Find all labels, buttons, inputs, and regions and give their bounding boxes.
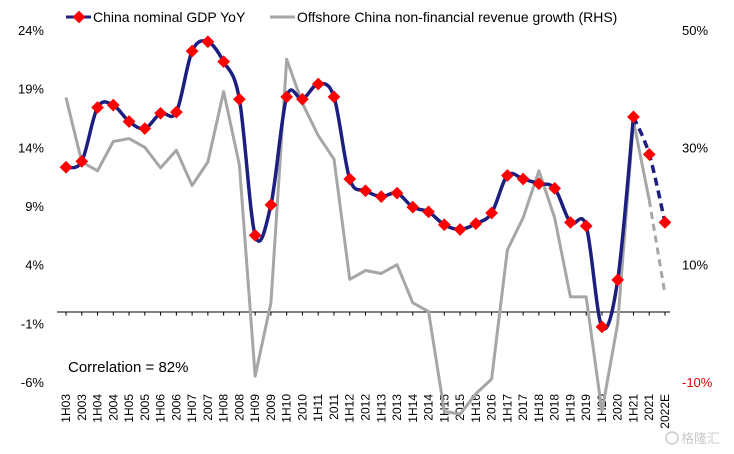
legend-gdp-marker: [72, 10, 86, 24]
gdp-point: [422, 205, 435, 219]
left-tick-label: 9%: [25, 199, 44, 214]
right-tick-label: 50%: [682, 23, 708, 38]
gdp-point: [138, 122, 152, 135]
gdp-point: [627, 110, 640, 124]
left-tick-label: -1%: [21, 316, 45, 331]
left-tick-label: 24%: [18, 23, 44, 38]
gdp-point: [658, 216, 672, 229]
x-tick-label: 2019: [579, 394, 593, 421]
x-tick-label: 1H03: [59, 394, 73, 423]
series-gdp: [59, 35, 672, 334]
left-axis-ticks: 24% 19% 14% 9% 4% -1% -6%: [18, 23, 44, 390]
watermark-logo: 格隆汇: [665, 431, 720, 446]
left-tick-label: 14%: [18, 140, 44, 155]
gdp-point: [437, 218, 451, 232]
gdp-point: [327, 90, 341, 104]
right-axis-ticks: 50% 30% 10% -10%: [682, 23, 713, 390]
x-tick-label: 2012: [359, 394, 373, 421]
x-tick-label: 2009: [264, 394, 278, 421]
gdp-point: [169, 105, 183, 119]
x-tick-label: 1H10: [280, 394, 294, 423]
gdp-point: [595, 320, 609, 334]
gdp-point: [501, 169, 514, 182]
x-tick-label: 1H06: [154, 394, 168, 423]
gdp-point: [217, 55, 230, 69]
offshore-line: [64, 57, 651, 416]
gdp-point: [59, 160, 73, 174]
x-tick-label: 2007: [201, 394, 215, 421]
left-tick-label: -6%: [21, 375, 45, 390]
x-tick-label: 2022E: [658, 394, 672, 429]
x-tick-label: 1H08: [217, 394, 231, 423]
x-tick-label: 2018: [548, 394, 562, 421]
gdp-point: [264, 198, 278, 212]
gdp-point: [185, 44, 199, 58]
legend: China nominal GDP YoY Offshore China non…: [66, 9, 617, 25]
x-tick-label: 1H04: [91, 394, 105, 423]
x-tick-label: 2003: [75, 394, 89, 421]
gdp-point: [516, 172, 530, 186]
x-tick-label: 1H18: [532, 394, 546, 423]
gdp-point: [311, 77, 325, 91]
left-tick-label: 4%: [25, 258, 44, 273]
x-tick-label: 2008: [232, 394, 246, 421]
right-tick-label: 10%: [682, 258, 708, 273]
x-tick-label: 1H16: [469, 394, 483, 423]
x-tick-label: 2021: [642, 394, 656, 421]
gdp-point: [374, 190, 388, 203]
gdp-point: [343, 172, 357, 186]
gdp-point: [233, 92, 246, 106]
x-tick-label: 2017: [516, 394, 530, 421]
x-tick-label: 2013: [390, 394, 404, 421]
offshore-forecast-line: [647, 199, 667, 295]
gdp-point: [201, 35, 215, 49]
left-tick-label: 19%: [18, 82, 44, 97]
x-tick-label: 1H13: [374, 394, 388, 423]
x-tick-label: 1H21: [626, 394, 640, 423]
x-tick-label: 2010: [295, 394, 309, 421]
x-tick-label: 2011: [327, 394, 341, 420]
gdp-point: [296, 92, 309, 106]
x-tick-label: 1H07: [185, 394, 199, 423]
gdp-point: [248, 228, 262, 242]
gdp-point: [280, 90, 294, 104]
gdp-point: [359, 184, 372, 198]
gdp-point: [154, 106, 167, 120]
x-tick-label: 2020: [611, 394, 625, 421]
x-tick-label: 1H09: [248, 394, 262, 423]
gdp-point: [642, 148, 656, 161]
gdp-point: [390, 186, 404, 200]
x-tick-label: 1H14: [406, 394, 420, 423]
x-tick-label: 2014: [422, 394, 436, 421]
right-tick-label: -10%: [682, 375, 713, 390]
x-tick-label: 1H19: [563, 394, 577, 423]
x-tick-label: 1H12: [343, 394, 357, 423]
series-offshore: [64, 57, 667, 416]
x-tick-label: 2016: [485, 394, 499, 421]
correlation-annotation: Correlation = 82%: [68, 359, 188, 376]
legend-offshore-label: Offshore China non-financial revenue gro…: [297, 9, 617, 25]
watermark-text: 格隆汇: [681, 431, 720, 446]
gdp-point: [579, 219, 593, 233]
right-tick-label: 30%: [682, 140, 708, 155]
x-tick-label: 2004: [106, 394, 120, 421]
gdp-point: [485, 206, 498, 220]
gdp-point: [453, 223, 467, 236]
x-tick-label: 2005: [138, 394, 152, 421]
x-tick-label: 1H11: [311, 394, 325, 422]
legend-gdp-label: China nominal GDP YoY: [93, 9, 246, 25]
gdp-point: [469, 217, 483, 230]
gdp-point: [406, 200, 420, 214]
x-tick-label: 1H17: [500, 394, 514, 423]
x-tick-label: 1H05: [122, 394, 136, 423]
gdp-point: [75, 155, 89, 168]
x-tick-label: 2006: [169, 394, 183, 421]
